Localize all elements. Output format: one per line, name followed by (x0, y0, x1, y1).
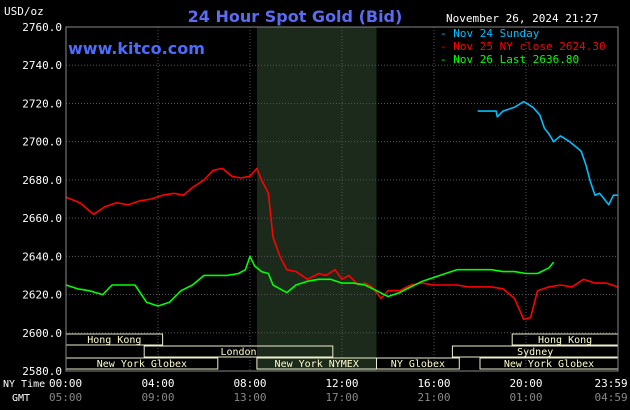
x-tick-label-ny: 04:00 (141, 377, 174, 390)
x-tick-label-gmt: 17:00 (325, 391, 358, 404)
y-tick-label: 2700.0 (22, 136, 62, 149)
x-tick-label-gmt: 21:00 (417, 391, 450, 404)
y-tick-label: 2580.0 (22, 365, 62, 378)
x-tick-label-gmt: 05:00 (49, 391, 82, 404)
legend-entry: - Nov 24 Sunday (440, 27, 540, 40)
legend-entry: - Nov 25 NY close 2624.30 (440, 40, 606, 53)
series-line-3 (65, 255, 555, 307)
timestamp: November 26, 2024 21:27 (446, 12, 598, 25)
session-label: New York NYMEX (275, 359, 359, 370)
x-tick-label-ny: 16:00 (417, 377, 450, 390)
session-london: London (143, 345, 334, 358)
y-tick-label: 2660.0 (22, 212, 62, 225)
session-label: New York Globex (97, 359, 187, 370)
x-tick-label-ny: 08:00 (233, 377, 266, 390)
legend: - Nov 24 Sunday- Nov 25 NY close 2624.30… (440, 27, 606, 66)
session-sydney: Sydney (451, 345, 619, 358)
axes: 2760.0 2740.0 2720.0 2700.0 2680.0 2660.0 2640… (22, 21, 627, 404)
plot-frame (65, 26, 619, 372)
session-label: Sydney (517, 347, 553, 358)
chart-title: 24 Hour Spot Gold (Bid) (188, 7, 403, 26)
nymex-session-shade (256, 27, 377, 371)
session-new-york-globex: New York Globex (65, 357, 219, 370)
session-label: London (220, 347, 256, 358)
session-label: Hong Kong (87, 335, 141, 346)
y-tick-label: 2740.0 (22, 59, 62, 72)
session-new-york-nymex: New York NYMEX (256, 357, 377, 370)
session-ny-globex: NY Globex (376, 357, 460, 370)
x-tick-label-gmt: 13:00 (233, 391, 266, 404)
y-tick-label: 2620.0 (22, 289, 62, 302)
session-label: New York Globex (504, 359, 594, 370)
gmt-row-label: GMT (12, 393, 30, 404)
y-tick-label: 2640.0 (22, 250, 62, 263)
x-tick-label-gmt: 09:00 (141, 391, 174, 404)
plot-background (256, 27, 377, 371)
price-series (65, 100, 618, 321)
x-tick-label-gmt: 04:59 (594, 391, 627, 404)
session-hong-kong: Hong Kong (65, 333, 164, 346)
x-tick-label-ny: 00:00 (49, 377, 82, 390)
legend-entry: - Nov 26 Last 2636.80 (440, 53, 579, 66)
y-tick-label: 2600.0 (22, 327, 62, 340)
unit-label: USD/oz (4, 5, 44, 18)
series-line-2 (65, 167, 618, 321)
session-box (143, 345, 334, 358)
session-label: Hong Kong (538, 335, 592, 346)
session-label: NY Globex (391, 359, 445, 370)
y-tick-label: 2760.0 (22, 21, 62, 34)
session-hong-kong: Hong Kong (511, 333, 619, 346)
market-sessions: Hong Kong London New York Globex New York N… (65, 333, 619, 370)
x-tick-label-ny: 12:00 (325, 377, 358, 390)
ny-time-row-label: NY Time (3, 379, 45, 390)
x-tick-label-ny: 20:00 (509, 377, 542, 390)
session-box (376, 357, 460, 370)
y-tick-label: 2720.0 (22, 97, 62, 110)
x-tick-label-gmt: 01:00 (509, 391, 542, 404)
site-link[interactable]: www.kitco.com (68, 39, 205, 58)
y-tick-label: 2680.0 (22, 174, 62, 187)
series-line-1 (477, 100, 618, 206)
x-tick-label-ny: 23:59 (594, 377, 627, 390)
session-new-york-globex: New York Globex (479, 357, 619, 370)
